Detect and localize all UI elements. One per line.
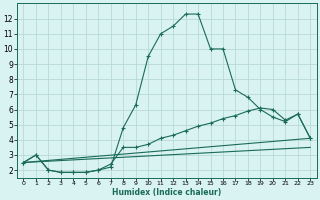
- X-axis label: Humidex (Indice chaleur): Humidex (Indice chaleur): [112, 188, 221, 197]
